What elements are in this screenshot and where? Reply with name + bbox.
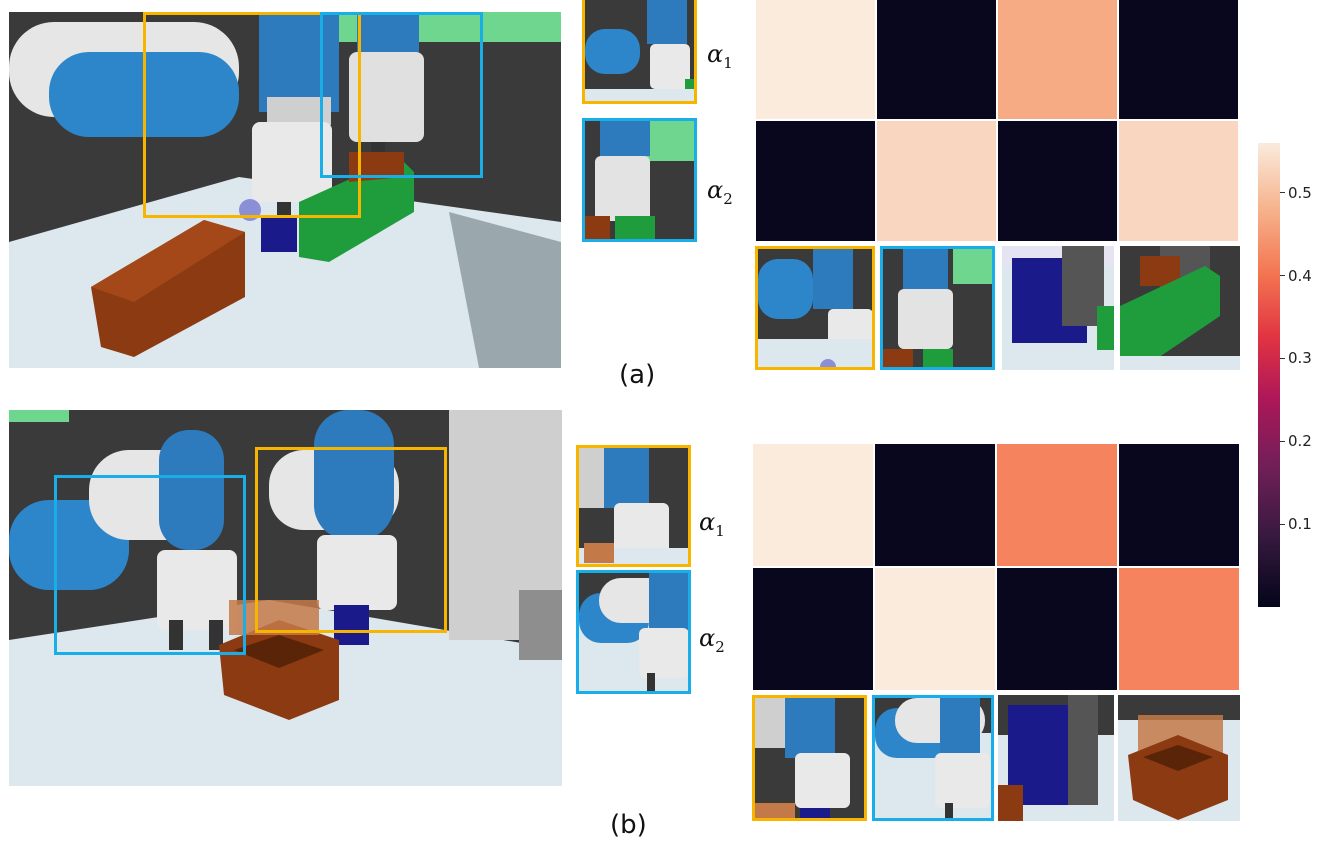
patch-2-a bbox=[880, 246, 995, 370]
scene-image-b bbox=[9, 410, 562, 786]
alpha-subscript: 1 bbox=[715, 521, 725, 540]
panel-label-a: (a) bbox=[619, 360, 655, 390]
crop-alpha2-a bbox=[582, 118, 697, 242]
alpha-subscript: 2 bbox=[723, 189, 733, 208]
colorbar bbox=[1258, 143, 1280, 607]
colorbar-tick-mark bbox=[1280, 192, 1285, 194]
heatmap-cell bbox=[996, 443, 1118, 567]
crop-alpha1-b bbox=[576, 445, 691, 567]
colorbar-tick-label: 0.3 bbox=[1288, 349, 1312, 368]
colorbar-tick-mark bbox=[1280, 275, 1285, 277]
patch-1-a bbox=[755, 246, 875, 370]
panel-label-text-b: (b) bbox=[610, 810, 647, 840]
colorbar-tick-label: 0.4 bbox=[1288, 266, 1312, 285]
colorbar-tick-mark bbox=[1280, 357, 1285, 359]
panel-label-text-a: (a) bbox=[619, 360, 656, 390]
heatmap-cell bbox=[874, 443, 996, 567]
alpha1-label-a: α1 bbox=[707, 40, 733, 72]
alpha2-text-b: α2 bbox=[699, 624, 725, 656]
heatmap-cell bbox=[997, 120, 1118, 242]
heatmap-cell bbox=[752, 443, 874, 567]
alpha2-label-b: α2 bbox=[699, 624, 725, 656]
crop-alpha1-a bbox=[582, 0, 697, 104]
colorbar-tick-mark bbox=[1280, 523, 1285, 525]
patch-3-b bbox=[998, 695, 1114, 821]
heatmap-cell bbox=[1118, 567, 1240, 691]
attention-box-orange-a bbox=[143, 12, 361, 218]
attention-box-blue-a bbox=[320, 12, 483, 178]
attention-box-orange-b bbox=[255, 447, 447, 633]
heatmap-cell bbox=[1118, 443, 1240, 567]
alpha-subscript: 2 bbox=[715, 637, 725, 656]
alpha1-label-b: α1 bbox=[699, 508, 725, 540]
patch-4-b bbox=[1118, 695, 1240, 821]
heatmap-cell bbox=[876, 0, 997, 120]
alpha-subscript: 1 bbox=[723, 53, 733, 72]
heatmap-cell bbox=[755, 120, 876, 242]
heatmap-cell bbox=[1118, 0, 1239, 120]
heatmap-cell bbox=[752, 567, 874, 691]
scene-illustration-a bbox=[9, 12, 561, 368]
heatmap-cell bbox=[997, 0, 1118, 120]
patch-3-a bbox=[1002, 246, 1114, 370]
heatmap-cell bbox=[755, 0, 876, 120]
patch-2-b bbox=[872, 695, 994, 821]
scene-image-a bbox=[9, 12, 561, 368]
colorbar-tick-label: 0.2 bbox=[1288, 432, 1312, 451]
alpha1-text-b: α1 bbox=[699, 508, 725, 540]
heatmap-cell bbox=[874, 567, 996, 691]
attention-box-blue-b bbox=[54, 475, 246, 655]
heatmap-cell bbox=[876, 120, 997, 242]
patch-1-b bbox=[752, 695, 867, 821]
crop-alpha2-b bbox=[576, 570, 691, 694]
alpha1-text-a: α1 bbox=[707, 40, 733, 72]
panel-label-b: (b) bbox=[610, 810, 647, 840]
colorbar-tick-mark bbox=[1280, 440, 1285, 442]
heatmap-cell bbox=[996, 567, 1118, 691]
colorbar-tick-label: 0.5 bbox=[1288, 183, 1312, 202]
alpha2-text-a: α2 bbox=[707, 176, 733, 208]
alpha2-label-a: α2 bbox=[707, 176, 733, 208]
colorbar-tick-label: 0.1 bbox=[1288, 515, 1312, 534]
patch-4-a bbox=[1120, 246, 1240, 370]
heatmap-a bbox=[755, 0, 1239, 242]
heatmap-cell bbox=[1118, 120, 1239, 242]
heatmap-b bbox=[752, 443, 1240, 691]
